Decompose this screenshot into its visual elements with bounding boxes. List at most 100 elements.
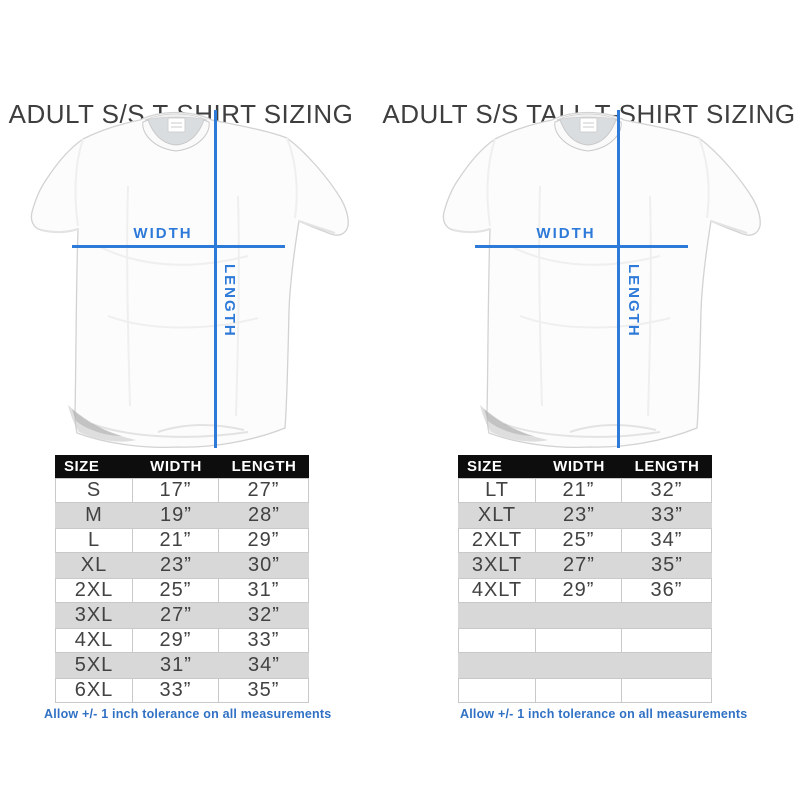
- table-row: [458, 678, 712, 703]
- width-cell: 23”: [563, 504, 595, 526]
- table-header: SIZE WIDTH LENGTH: [458, 455, 712, 478]
- width-cell: 25”: [536, 528, 622, 553]
- table-row: 3XLT 27” 35”: [458, 553, 712, 578]
- table-row: 5XL 31” 34”: [55, 653, 309, 678]
- table-row: 4XLT 29” 36”: [458, 578, 712, 603]
- width-cell: [536, 678, 622, 703]
- table-body: LT 21” 32” XLT 23” 33” 2XLT 25” 34” 3XLT 27” 35” 4XL…: [458, 478, 712, 703]
- length-cell: 33”: [219, 628, 309, 653]
- size-cell: L: [55, 528, 133, 553]
- length-cell: 36”: [622, 578, 712, 603]
- width-cell: 33”: [133, 678, 219, 703]
- width-cell: 19”: [160, 504, 192, 526]
- tshirt-diagram: WIDTH LENGTH: [8, 106, 360, 454]
- header-length: LENGTH: [231, 458, 297, 475]
- table-row: XL 23” 30”: [55, 553, 309, 578]
- width-cell: 25”: [133, 578, 219, 603]
- header-size: SIZE: [467, 458, 503, 475]
- width-cell: [536, 653, 622, 678]
- length-cell: [622, 603, 712, 628]
- length-cell: 34”: [248, 654, 280, 676]
- panel-regular: ADULT S/S T-SHIRT SIZING WIDTH LENGTH SI…: [0, 78, 362, 764]
- table-row: [458, 628, 712, 653]
- size-cell: 3XL: [74, 604, 114, 626]
- size-cell: LT: [458, 478, 536, 503]
- length-cell: 29”: [219, 528, 309, 553]
- table-row: LT 21” 32”: [458, 478, 712, 503]
- length-measure-line: [214, 110, 217, 448]
- header-width: WIDTH: [150, 458, 202, 475]
- size-table: SIZE WIDTH LENGTH LT 21” 32” XLT 23” 33” 2XLT 2…: [458, 455, 712, 703]
- header-length: LENGTH: [634, 458, 700, 475]
- table-body: S 17” 27” M 19” 28” L 21” 29” XL 23” 30” 2XL 25” 31” 3X…: [55, 478, 309, 703]
- size-table: SIZE WIDTH LENGTH S 17” 27” M 19” 28” L 21” 29” X…: [55, 455, 309, 703]
- width-cell: 31”: [160, 654, 192, 676]
- table-row: [458, 653, 712, 678]
- length-cell: 35”: [219, 678, 309, 703]
- width-cell: 21”: [536, 478, 622, 503]
- width-cell: 21”: [133, 528, 219, 553]
- table-row: 2XLT 25” 34”: [458, 528, 712, 553]
- length-cell: 28”: [248, 504, 280, 526]
- size-cell: M: [85, 504, 103, 526]
- width-cell: 29”: [536, 578, 622, 603]
- length-cell: 27”: [219, 478, 309, 503]
- size-cell: 4XLT: [458, 578, 536, 603]
- tolerance-note: Allow +/- 1 inch tolerance on all measur…: [44, 707, 332, 721]
- size-cell: [458, 628, 536, 653]
- tshirt-diagram: WIDTH LENGTH: [420, 106, 772, 454]
- length-cell: 32”: [248, 604, 280, 626]
- table-row: 3XL 27” 32”: [55, 603, 309, 628]
- size-cell: 2XLT: [458, 528, 536, 553]
- length-label: LENGTH: [625, 264, 642, 338]
- width-cell: 27”: [160, 604, 192, 626]
- size-cell: 3XLT: [471, 554, 523, 576]
- panel-tall: ADULT S/S TALL T-SHIRT SIZING WIDTH LENG…: [382, 78, 795, 764]
- size-cell: [458, 653, 536, 678]
- length-cell: 30”: [248, 554, 280, 576]
- width-cell: [536, 628, 622, 653]
- length-cell: 35”: [651, 554, 683, 576]
- width-cell: 29”: [133, 628, 219, 653]
- tolerance-note: Allow +/- 1 inch tolerance on all measur…: [460, 707, 748, 721]
- length-cell: [622, 678, 712, 703]
- table-row: 4XL 29” 33”: [55, 628, 309, 653]
- header-size: SIZE: [64, 458, 100, 475]
- length-cell: [622, 653, 712, 678]
- table-header: SIZE WIDTH LENGTH: [55, 455, 309, 478]
- tshirt-image: [420, 106, 772, 454]
- size-cell: XL: [80, 554, 108, 576]
- length-measure-line: [617, 110, 620, 448]
- table-row: 2XL 25” 31”: [55, 578, 309, 603]
- length-label: LENGTH: [221, 264, 238, 338]
- width-cell: 23”: [160, 554, 192, 576]
- length-cell: [622, 628, 712, 653]
- length-cell: 32”: [622, 478, 712, 503]
- table-row: 6XL 33” 35”: [55, 678, 309, 703]
- length-cell: 34”: [622, 528, 712, 553]
- length-cell: 31”: [219, 578, 309, 603]
- header-width: WIDTH: [553, 458, 605, 475]
- width-measure-line: [72, 245, 285, 248]
- size-cell: 2XL: [55, 578, 133, 603]
- width-cell: 27”: [563, 554, 595, 576]
- size-cell: 5XL: [74, 654, 114, 676]
- width-label: WIDTH: [133, 225, 193, 242]
- size-cell: 4XL: [55, 628, 133, 653]
- size-cell: [458, 603, 536, 628]
- length-cell: 33”: [651, 504, 683, 526]
- size-cell: [458, 678, 536, 703]
- table-row: M 19” 28”: [55, 503, 309, 528]
- table-row: [458, 603, 712, 628]
- tshirt-image: [8, 106, 360, 454]
- size-cell: S: [55, 478, 133, 503]
- table-row: L 21” 29”: [55, 528, 309, 553]
- width-cell: [536, 603, 622, 628]
- width-cell: 17”: [133, 478, 219, 503]
- table-row: S 17” 27”: [55, 478, 309, 503]
- table-row: XLT 23” 33”: [458, 503, 712, 528]
- width-measure-line: [475, 245, 688, 248]
- width-label: WIDTH: [536, 225, 596, 242]
- size-cell: XLT: [477, 504, 517, 526]
